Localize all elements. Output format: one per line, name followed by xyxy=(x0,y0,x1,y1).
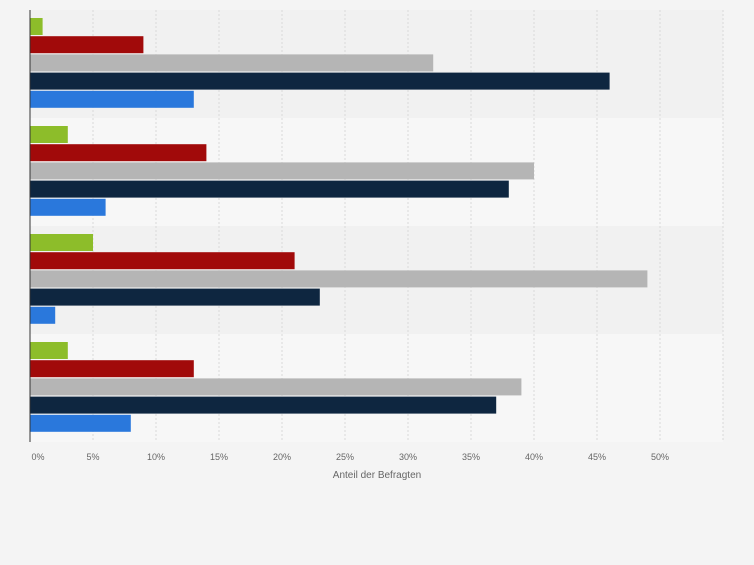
bar xyxy=(30,288,320,306)
x-axis-label: Anteil der Befragten xyxy=(333,470,421,481)
x-tick-label: 0% xyxy=(31,452,44,462)
bar xyxy=(30,180,509,198)
bar xyxy=(30,306,56,324)
bar xyxy=(30,18,43,35)
x-tick-label: 45% xyxy=(588,452,606,462)
x-tick-label: 15% xyxy=(210,452,228,462)
x-tick-label: 50% xyxy=(651,452,669,462)
x-tick-label: 40% xyxy=(525,452,543,462)
bar xyxy=(30,360,194,378)
bar xyxy=(30,414,131,432)
bars xyxy=(30,18,648,432)
bar xyxy=(30,396,497,414)
x-axis: 0% 5% 10% 15% 20% 25% 30% 35% 40% 45% 50% xyxy=(29,10,669,462)
bar xyxy=(30,198,106,216)
bar xyxy=(30,36,144,54)
bar xyxy=(30,378,522,396)
x-tick-label: 20% xyxy=(273,452,291,462)
bar xyxy=(30,270,648,288)
bar xyxy=(30,162,534,180)
x-tick-label: 10% xyxy=(147,452,165,462)
bar xyxy=(30,126,68,143)
x-tick-label: 30% xyxy=(399,452,417,462)
bar xyxy=(30,54,434,72)
x-tick-label: 25% xyxy=(336,452,354,462)
bar xyxy=(30,72,610,90)
bar xyxy=(30,252,295,270)
bar xyxy=(30,90,194,108)
bar xyxy=(30,234,93,251)
bar xyxy=(30,144,207,162)
bar xyxy=(30,342,68,359)
x-tick-label: 5% xyxy=(86,452,99,462)
x-tick-label: 35% xyxy=(462,452,480,462)
